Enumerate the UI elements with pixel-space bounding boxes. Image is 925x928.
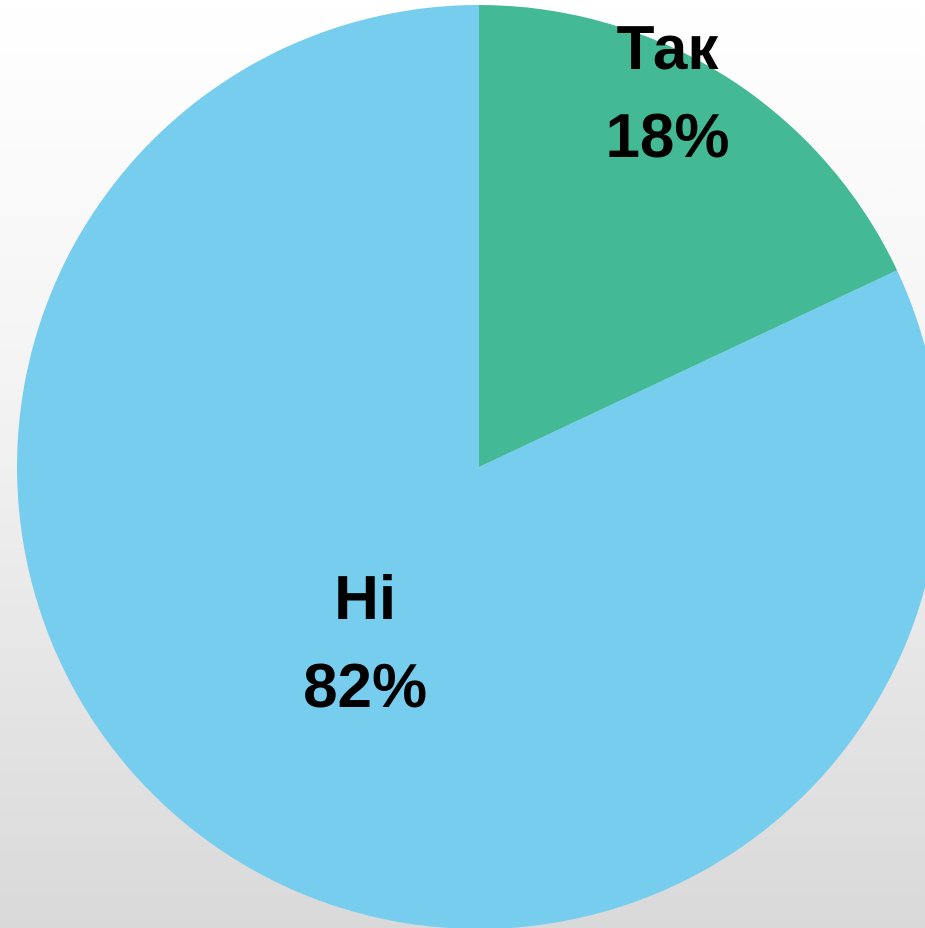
value-label: 18% <box>605 102 729 171</box>
slice-label: Так <box>617 14 720 83</box>
pie-slice <box>479 5 898 467</box>
value-label: 82% <box>303 652 427 721</box>
slice-label: Ні <box>334 564 396 633</box>
pie-slice <box>17 5 925 928</box>
